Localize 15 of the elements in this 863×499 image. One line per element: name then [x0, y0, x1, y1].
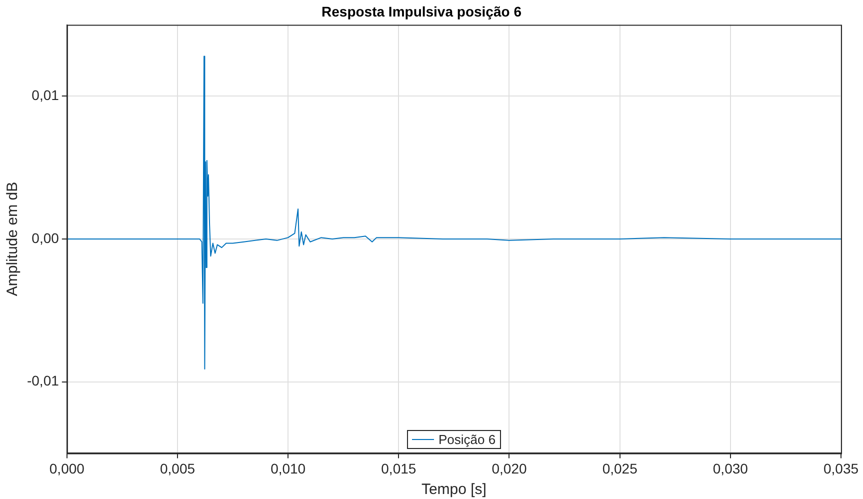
x-tick-label: 0,025 [602, 460, 638, 476]
x-tick-label: 0,015 [381, 460, 416, 476]
y-tick-label: 0,01 [32, 87, 60, 104]
x-tick-label: 0,030 [712, 460, 748, 476]
chart-title: Resposta Impulsiva posição 6 [322, 3, 522, 20]
x-tick-label: 0,020 [492, 460, 527, 476]
x-tick-label: 0,005 [160, 460, 196, 476]
y-tick-label: 0,00 [32, 230, 60, 246]
x-tick-label: 0,000 [49, 460, 85, 476]
x-tick-label: 0,035 [823, 460, 859, 476]
y-tick-label: -0,01 [26, 372, 60, 389]
y-axis-title: Amplitude em dB [4, 182, 22, 296]
x-tick-label: 0,010 [270, 460, 306, 476]
x-axis-title: Tempo [s] [421, 481, 486, 498]
legend-label: Posição 6 [438, 432, 496, 448]
